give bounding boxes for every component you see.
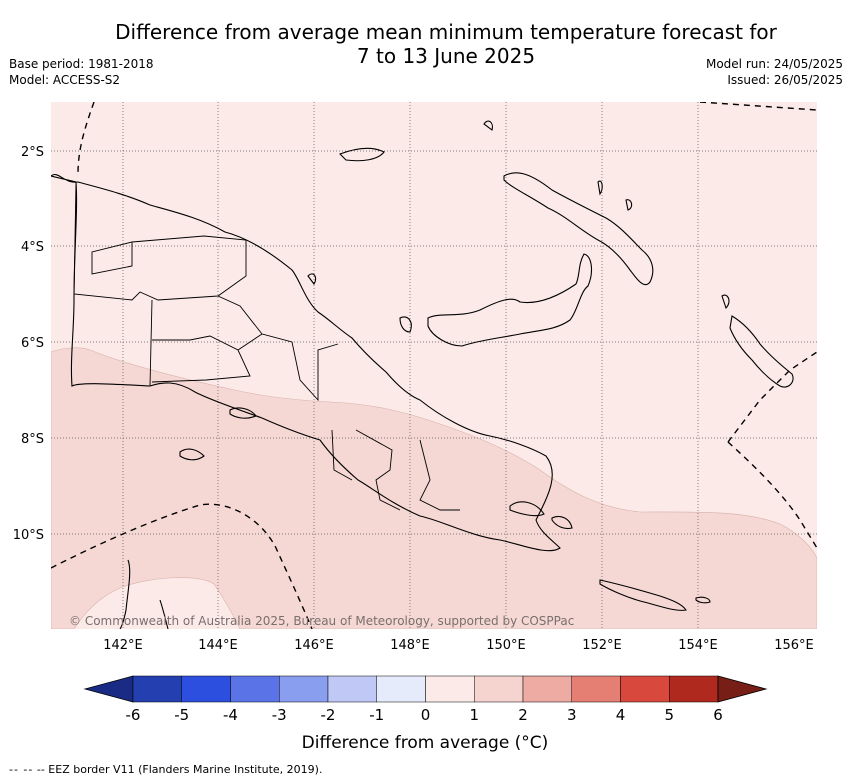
title-line-1: Difference from average mean minimum tem… bbox=[115, 20, 777, 44]
base-period-text: Base period: 1981-2018 bbox=[9, 57, 154, 71]
colorbar-under-arrow bbox=[83, 675, 134, 703]
small-islands-north bbox=[307, 120, 730, 333]
louisiade-islands bbox=[599, 579, 711, 611]
lat-label: 6°S bbox=[21, 336, 44, 351]
lon-label: 150°E bbox=[486, 638, 526, 653]
colorbar-segment bbox=[327, 675, 377, 703]
meta-left: Base period: 1981-2018 Model: ACCESS-S2 bbox=[9, 56, 154, 88]
bougainville-coast bbox=[729, 315, 794, 388]
map-area bbox=[51, 102, 817, 629]
model-text: Model: ACCESS-S2 bbox=[9, 73, 121, 87]
lon-label: 142°E bbox=[103, 638, 143, 653]
longitude-labels: 142°E 144°E 146°E 148°E 150°E 152°E 154°E 156°E bbox=[103, 638, 814, 653]
cape-york-coast bbox=[119, 559, 169, 629]
colorbar-tick-label: -1 bbox=[369, 706, 384, 724]
lon-label: 156°E bbox=[774, 638, 814, 653]
colorbar-segment bbox=[181, 675, 231, 703]
colorbar-segment bbox=[230, 675, 280, 703]
colorbar-segment bbox=[425, 675, 475, 703]
colorbar: -6 -5 -4 -3 -2 -1 0 1 2 3 4 5 6 bbox=[83, 675, 768, 724]
lon-label: 144°E bbox=[198, 638, 238, 653]
d-entrecasteaux-islands bbox=[509, 501, 573, 530]
coastlines bbox=[51, 120, 794, 629]
colorbar-label: Difference from average (°C) bbox=[301, 733, 549, 753]
colorbar-tick-label: -5 bbox=[174, 706, 189, 724]
colorbar-tick-label: 6 bbox=[713, 706, 723, 724]
map-title: Difference from average mean minimum tem… bbox=[80, 20, 812, 68]
lat-label: 2°S bbox=[21, 145, 44, 160]
colorbar-tick-label: -3 bbox=[272, 706, 287, 724]
latitude-labels: 2°S 4°S 6°S 8°S 10°S bbox=[13, 145, 44, 543]
colorbar-tick-label: 4 bbox=[616, 706, 626, 724]
eez-legend-note: -- -- -- EEZ border V11 (Flanders Marine… bbox=[9, 763, 322, 776]
new-ireland-coast bbox=[503, 172, 654, 286]
colorbar-tick-label: -4 bbox=[223, 706, 238, 724]
eez-note-text: -- EEZ border V11 (Flanders Marine Insti… bbox=[36, 763, 323, 776]
colorbar-segment bbox=[522, 675, 572, 703]
lat-label: 4°S bbox=[21, 240, 44, 255]
eez-borders bbox=[51, 102, 817, 629]
eez-dash-sample: -- -- bbox=[9, 763, 34, 776]
copyright-notice: © Commonwealth of Australia 2025, Bureau… bbox=[69, 614, 574, 628]
torres-strait-islands bbox=[179, 407, 257, 461]
title-line-2: 7 to 13 June 2025 bbox=[356, 44, 536, 68]
colorbar-tick-label: 0 bbox=[421, 706, 431, 724]
meta-right: Model run: 24/05/2025 Issued: 26/05/2025 bbox=[706, 56, 843, 88]
lon-label: 148°E bbox=[390, 638, 430, 653]
colorbar-segment bbox=[474, 675, 524, 703]
lon-label: 146°E bbox=[294, 638, 334, 653]
colorbar-tick-label: -6 bbox=[126, 706, 141, 724]
colorbar-segment bbox=[620, 675, 670, 703]
issued-text: Issued: 26/05/2025 bbox=[727, 73, 843, 87]
colorbar-over-arrow bbox=[717, 675, 768, 703]
lon-label: 154°E bbox=[678, 638, 718, 653]
provincial-borders bbox=[73, 181, 460, 511]
colorbar-tick-label: 3 bbox=[567, 706, 577, 724]
manus-island bbox=[339, 147, 385, 162]
model-run-text: Model run: 24/05/2025 bbox=[705, 57, 843, 71]
colorbar-segment bbox=[669, 675, 719, 703]
colorbar-segment bbox=[132, 675, 182, 703]
colorbar-segment bbox=[279, 675, 329, 703]
colorbar-tick-label: -2 bbox=[321, 706, 336, 724]
colorbar-tick-label: 1 bbox=[469, 706, 479, 724]
colorbar-segment bbox=[376, 675, 426, 703]
colorbar-tick-label: 5 bbox=[664, 706, 674, 724]
lon-label: 152°E bbox=[582, 638, 622, 653]
colorbar-tick-label: 2 bbox=[518, 706, 528, 724]
new-guinea-coast bbox=[51, 174, 561, 552]
colorbar-segment bbox=[571, 675, 621, 703]
new-britain-coast bbox=[427, 253, 593, 347]
lat-label: 10°S bbox=[13, 528, 44, 543]
lat-label: 8°S bbox=[21, 432, 44, 447]
